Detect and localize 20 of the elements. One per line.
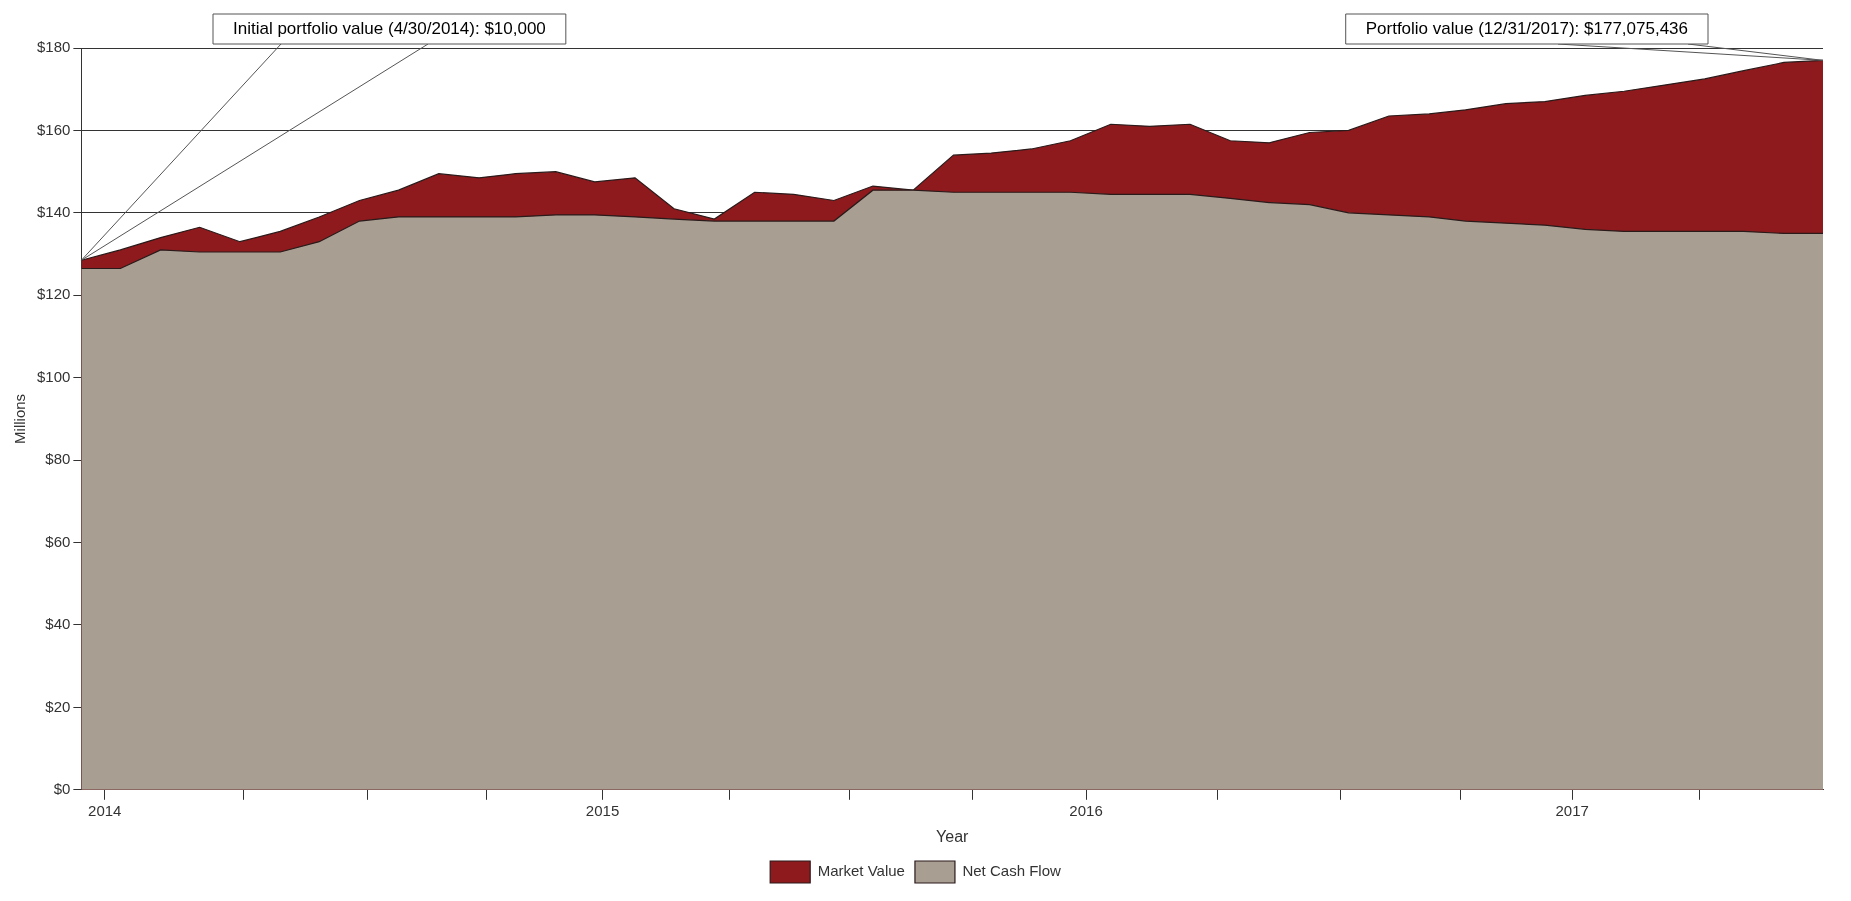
- y-tick-label: $0: [53, 779, 71, 797]
- y-tick-label: $180: [36, 38, 71, 56]
- annotation: Portfolio value (12/31/2017): $177,075,436: [1365, 18, 1688, 38]
- y-tick-label: $40: [45, 615, 71, 633]
- y-tick-label: $80: [45, 450, 71, 468]
- y-axis-title: Millions: [11, 393, 29, 444]
- y-tick-label: $160: [36, 120, 71, 138]
- legend-label: Market Value: [817, 862, 905, 880]
- x-tick-label: 2016: [1069, 801, 1103, 819]
- legend-label: Net Cash Flow: [962, 862, 1061, 880]
- x-axis-title: Year: [936, 827, 970, 845]
- x-tick-label: 2015: [585, 801, 620, 819]
- y-tick-label: $120: [36, 285, 71, 303]
- x-tick-label: 2014: [88, 801, 122, 819]
- y-tick-label: $100: [36, 367, 71, 385]
- y-tick-label: $20: [45, 697, 71, 715]
- y-tick-label: $140: [36, 202, 71, 220]
- annotation: Initial portfolio value (4/30/2014): $10,000: [233, 18, 546, 38]
- x-tick-label: 2017: [1555, 801, 1589, 819]
- y-tick-label: $60: [45, 532, 71, 550]
